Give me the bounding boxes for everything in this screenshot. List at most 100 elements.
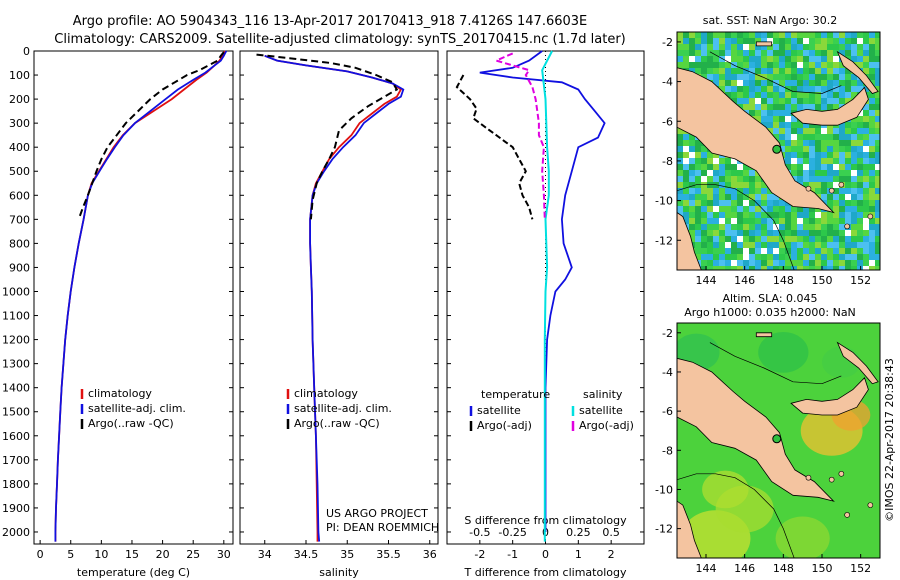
sst-cell (719, 68, 725, 74)
sst-cell (713, 218, 719, 224)
sst-cell (797, 230, 803, 236)
sst-cell (683, 176, 689, 182)
sst-cell (803, 80, 809, 86)
y-tick-label: 600 (9, 189, 30, 202)
sst-cell (773, 104, 779, 110)
sst-cell (731, 38, 737, 44)
sst-cell (839, 86, 845, 92)
sst-cell (689, 140, 695, 146)
sst-cell (845, 254, 851, 260)
sst-cell (845, 236, 851, 242)
map-frame (676, 322, 881, 559)
sst-cell (833, 68, 839, 74)
sst-cell (857, 212, 863, 218)
sst-cell (701, 236, 707, 242)
sst-cell (677, 200, 683, 206)
sst-cell (875, 152, 880, 158)
sst-cell (719, 182, 725, 188)
sst-cell (695, 230, 701, 236)
sst-cell (815, 128, 821, 134)
sst-cell (833, 182, 839, 188)
series-line (493, 52, 546, 220)
sst-cell (863, 176, 869, 182)
sst-cell (827, 44, 833, 50)
sst-cell (803, 56, 809, 62)
sst-cell (731, 68, 737, 74)
sst-cell (791, 44, 797, 50)
sst-cell (815, 98, 821, 104)
sst-cell (845, 200, 851, 206)
sst-cell (875, 212, 880, 218)
sst-cell (689, 176, 695, 182)
sst-cell (815, 140, 821, 146)
sst-cell (869, 140, 875, 146)
sst-cell (857, 146, 863, 152)
sst-cell (857, 116, 863, 122)
island (867, 213, 874, 220)
sst-cell (695, 170, 701, 176)
sst-cell (767, 68, 773, 74)
sst-cell (803, 86, 809, 92)
sst-cell (779, 266, 785, 270)
sst-cell (803, 104, 809, 110)
sst-cell (749, 38, 755, 44)
sst-cell (803, 176, 809, 182)
sst-cell (737, 200, 743, 206)
sst-cell (791, 62, 797, 68)
sst-cell (767, 260, 773, 266)
sst-cell (827, 230, 833, 236)
sst-cell (767, 56, 773, 62)
map-y-tick-label: -6 (662, 405, 673, 418)
sst-cell (809, 44, 815, 50)
sst-cell (803, 98, 809, 104)
sst-cell (713, 50, 719, 56)
sst-cell (767, 194, 773, 200)
sst-cell (869, 248, 875, 254)
sst-cell (689, 170, 695, 176)
sst-cell (863, 182, 869, 188)
sst-cell (803, 242, 809, 248)
x-tick-label: 15 (125, 548, 139, 561)
sst-cell (833, 50, 839, 56)
sst-cell (713, 188, 719, 194)
sst-cell (689, 212, 695, 218)
sst-cell (839, 200, 845, 206)
sst-cell (851, 38, 857, 44)
sst-cell (737, 194, 743, 200)
sst-cell (833, 206, 839, 212)
depth-contour (677, 184, 795, 270)
sst-cell (815, 74, 821, 80)
sst-cell (749, 92, 755, 98)
sst-cell (767, 98, 773, 104)
sst-cell (797, 104, 803, 110)
sst-cell (797, 266, 803, 270)
sst-cell (725, 182, 731, 188)
sst-cell (707, 248, 713, 254)
sst-cell (755, 50, 761, 56)
sst-cell (737, 206, 743, 212)
sst-cell (719, 176, 725, 182)
land (790, 86, 869, 126)
sst-cell (737, 236, 743, 242)
sst-cell (695, 200, 701, 206)
sst-cell (677, 176, 683, 182)
sst-cell (845, 164, 851, 170)
sst-cell (695, 44, 701, 50)
sst-cell (755, 182, 761, 188)
sst-cell (719, 224, 725, 230)
map-y-tick-label: -2 (662, 36, 673, 49)
sst-cell (779, 224, 785, 230)
sst-cell (839, 38, 845, 44)
sst-cell (695, 242, 701, 248)
x-tick-label: 35 (340, 548, 354, 561)
map-x-tick-label: 150 (812, 274, 833, 287)
top-x-tick-label: -0.25 (498, 526, 526, 539)
sst-cell (821, 218, 827, 224)
sst-cell (749, 56, 755, 62)
series-line (77, 51, 225, 220)
sst-cell (863, 248, 869, 254)
sst-cell (815, 188, 821, 194)
sst-cell (791, 80, 797, 86)
sst-cell (731, 86, 737, 92)
sst-cell (761, 194, 767, 200)
